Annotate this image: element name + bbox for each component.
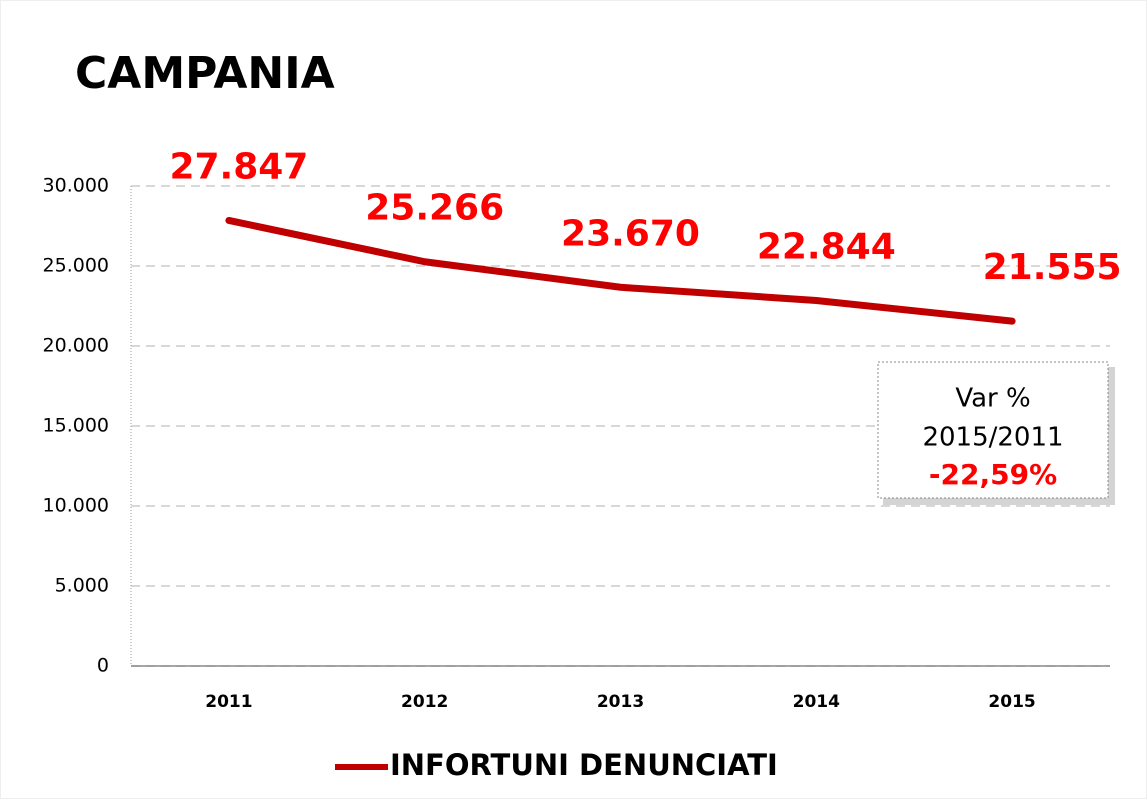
y-tick-label: 30.000 bbox=[43, 175, 109, 197]
annotation-box bbox=[877, 361, 1109, 499]
y-tick-label: 5.000 bbox=[55, 575, 109, 597]
x-tick-label: 2015 bbox=[988, 692, 1035, 712]
y-tick-label: 15.000 bbox=[43, 415, 109, 437]
x-tick-label: 2011 bbox=[205, 692, 252, 712]
annotation-text: 2015/2011 bbox=[922, 423, 1063, 453]
y-tick-label: 0 bbox=[97, 655, 109, 677]
data-label: 27.847 bbox=[169, 146, 308, 187]
x-tick-label: 2012 bbox=[401, 692, 448, 712]
data-label: 23.670 bbox=[561, 213, 700, 254]
y-tick-label: 25.000 bbox=[43, 255, 109, 277]
y-tick-label: 20.000 bbox=[43, 335, 109, 357]
y-tick-label: 10.000 bbox=[43, 495, 109, 517]
data-line bbox=[225, 216, 1016, 325]
annotation-text: Var % bbox=[955, 384, 1030, 414]
x-tick-label: 2013 bbox=[597, 692, 644, 712]
x-tick-label: 2014 bbox=[793, 692, 840, 712]
data-label: 22.844 bbox=[757, 226, 896, 267]
chart-title: CAMPANIA bbox=[75, 48, 335, 99]
annotation-value: -22,59% bbox=[929, 458, 1057, 491]
data-label: 21.555 bbox=[983, 247, 1122, 288]
data-label: 25.266 bbox=[365, 188, 504, 229]
legend-label: INFORTUNI DENUNCIATI bbox=[390, 748, 778, 782]
